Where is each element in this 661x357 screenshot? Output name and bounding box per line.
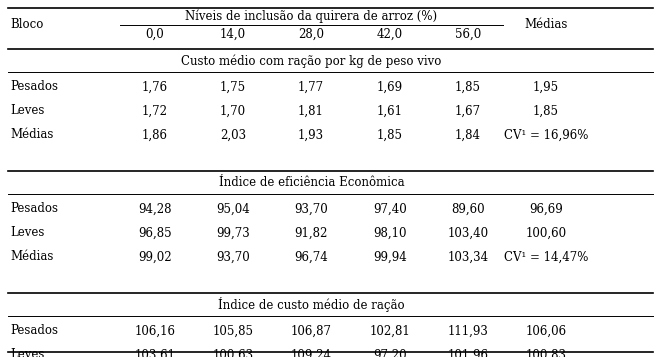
- Text: 1,85: 1,85: [533, 105, 559, 117]
- Text: 89,60: 89,60: [451, 202, 485, 216]
- Text: 91,82: 91,82: [294, 226, 328, 240]
- Text: 93,70: 93,70: [294, 202, 328, 216]
- Text: Índice de eficiência Econômica: Índice de eficiência Econômica: [219, 176, 405, 190]
- Text: 0,0: 0,0: [145, 27, 165, 40]
- Text: 95,04: 95,04: [216, 202, 250, 216]
- Text: 93,70: 93,70: [216, 251, 250, 263]
- Text: 1,67: 1,67: [455, 105, 481, 117]
- Text: 1,61: 1,61: [377, 105, 403, 117]
- Text: 1,84: 1,84: [455, 129, 481, 141]
- Text: 103,61: 103,61: [134, 348, 176, 357]
- Text: 94,28: 94,28: [138, 202, 172, 216]
- Text: CV¹ = 14,47%: CV¹ = 14,47%: [504, 251, 588, 263]
- Text: Leves: Leves: [10, 105, 44, 117]
- Text: 1,76: 1,76: [142, 80, 168, 94]
- Text: 97,20: 97,20: [373, 348, 407, 357]
- Text: 1,70: 1,70: [220, 105, 246, 117]
- Text: Médias: Médias: [524, 19, 568, 31]
- Text: 2,03: 2,03: [220, 129, 246, 141]
- Text: 105,85: 105,85: [212, 325, 254, 337]
- Text: 99,94: 99,94: [373, 251, 407, 263]
- Text: 100,63: 100,63: [212, 348, 254, 357]
- Text: 1,77: 1,77: [298, 80, 324, 94]
- Text: 103,34: 103,34: [447, 251, 488, 263]
- Text: 42,0: 42,0: [377, 27, 403, 40]
- Text: 103,40: 103,40: [447, 226, 488, 240]
- Text: Custo médio com ração por kg de peso vivo: Custo médio com ração por kg de peso viv…: [181, 54, 442, 68]
- Text: 1,95: 1,95: [533, 80, 559, 94]
- Text: Níveis de inclusão da quirera de arroz (%): Níveis de inclusão da quirera de arroz (…: [186, 9, 438, 23]
- Text: 1,93: 1,93: [298, 129, 324, 141]
- Text: 98,10: 98,10: [373, 226, 407, 240]
- Text: 1,86: 1,86: [142, 129, 168, 141]
- Text: 100,83: 100,83: [525, 348, 566, 357]
- Text: Bloco: Bloco: [10, 19, 44, 31]
- Text: Leves: Leves: [10, 226, 44, 240]
- Text: 96,85: 96,85: [138, 226, 172, 240]
- Text: CV¹ = 16,96%: CV¹ = 16,96%: [504, 129, 588, 141]
- Text: 102,81: 102,81: [369, 325, 410, 337]
- Text: 111,93: 111,93: [447, 325, 488, 337]
- Text: Leves: Leves: [10, 348, 44, 357]
- Text: 106,16: 106,16: [134, 325, 176, 337]
- Text: Pesados: Pesados: [10, 80, 58, 94]
- Text: Pesados: Pesados: [10, 325, 58, 337]
- Text: 1,75: 1,75: [220, 80, 246, 94]
- Text: 106,06: 106,06: [525, 325, 566, 337]
- Text: 14,0: 14,0: [220, 27, 246, 40]
- Text: 1,72: 1,72: [142, 105, 168, 117]
- Text: 96,69: 96,69: [529, 202, 563, 216]
- Text: 1,69: 1,69: [377, 80, 403, 94]
- Text: Médias: Médias: [10, 129, 54, 141]
- Text: Pesados: Pesados: [10, 202, 58, 216]
- Text: 1,85: 1,85: [455, 80, 481, 94]
- Text: 99,02: 99,02: [138, 251, 172, 263]
- Text: 96,74: 96,74: [294, 251, 328, 263]
- Text: Índice de custo médio de ração: Índice de custo médio de ração: [218, 297, 405, 312]
- Text: 1,81: 1,81: [298, 105, 324, 117]
- Text: 99,73: 99,73: [216, 226, 250, 240]
- Text: 28,0: 28,0: [298, 27, 324, 40]
- Text: 97,40: 97,40: [373, 202, 407, 216]
- Text: 56,0: 56,0: [455, 27, 481, 40]
- Text: Médias: Médias: [10, 251, 54, 263]
- Text: 1,85: 1,85: [377, 129, 403, 141]
- Text: 100,60: 100,60: [525, 226, 566, 240]
- Text: 101,96: 101,96: [447, 348, 488, 357]
- Text: 106,87: 106,87: [290, 325, 332, 337]
- Text: 109,24: 109,24: [290, 348, 332, 357]
